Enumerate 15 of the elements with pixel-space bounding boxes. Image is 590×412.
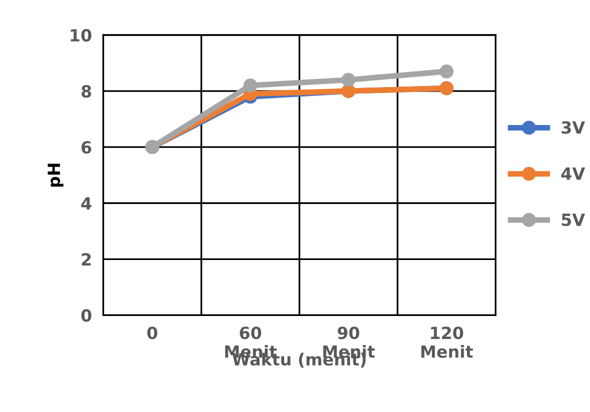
y-tick-label: 6 xyxy=(82,141,92,154)
y-tick-label: 8 xyxy=(82,85,92,98)
legend-label: 4V xyxy=(561,168,586,180)
y-tick-label: 4 xyxy=(81,197,92,210)
legend-label: 3V xyxy=(562,121,586,134)
y-tick-label: 10 xyxy=(70,28,92,42)
y-axis-title: pH xyxy=(48,164,64,187)
x-tick-label: 0 xyxy=(147,326,158,340)
point xyxy=(243,78,258,92)
x-tick-label: 120 Menit xyxy=(421,326,473,358)
point xyxy=(342,72,356,87)
legend-label: 5V xyxy=(562,214,586,226)
point xyxy=(440,64,454,78)
y-tick-label: 0 xyxy=(81,309,92,322)
y-tick-label: 2 xyxy=(82,253,91,266)
